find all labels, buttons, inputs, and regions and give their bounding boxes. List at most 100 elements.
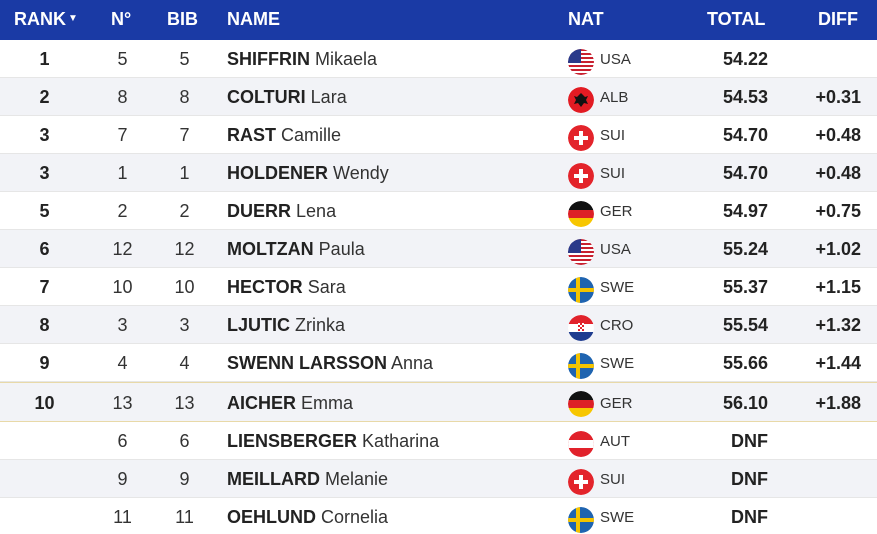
- table-row[interactable]: 9 9 MEILLARD Melanie SUI DNF: [0, 460, 877, 498]
- total-column-header: TOTAL: [707, 9, 766, 29]
- athlete-first-name: Camille: [281, 125, 342, 145]
- table-row[interactable]: 8 3 3 LJUTIC Zrinka CRO 55.54 +1.32: [0, 306, 877, 344]
- bib-cell: 9: [179, 469, 190, 489]
- bib-cell: 7: [179, 125, 190, 145]
- start-number-cell: 12: [112, 239, 133, 259]
- total-time-cell: DNF: [731, 431, 768, 451]
- table-row[interactable]: 6 6 LIENSBERGER Katharina AUT DNF: [0, 422, 877, 460]
- nation-code: SUI: [600, 127, 626, 144]
- ger-flag-icon: [568, 391, 594, 417]
- athlete-name-cell[interactable]: MOLTZAN Paula: [227, 239, 365, 260]
- start-number-cell: 3: [117, 315, 128, 335]
- athlete-first-name: Melanie: [325, 469, 389, 489]
- athlete-name-cell[interactable]: OEHLUND Cornelia: [227, 507, 388, 528]
- nation-code: SWE: [600, 509, 635, 526]
- bib-cell: 13: [174, 393, 195, 413]
- nation-code: CRO: [600, 317, 634, 334]
- bib-cell: 4: [179, 353, 190, 373]
- start-number-cell: 2: [117, 201, 128, 221]
- total-time-cell: 54.53: [722, 87, 768, 107]
- nation-code: SUI: [600, 471, 626, 488]
- athlete-name-cell[interactable]: LIENSBERGER Katharina: [227, 431, 439, 452]
- bib-cell: 3: [179, 315, 190, 335]
- rank-cell: 10: [34, 393, 55, 413]
- nation-code: ALB: [600, 89, 629, 106]
- start-number-cell: 8: [117, 87, 128, 107]
- rank-cell: 9: [39, 353, 50, 373]
- athlete-first-name: Anna: [391, 353, 434, 373]
- start-number-cell: 10: [112, 277, 133, 297]
- total-time-cell: 56.10: [722, 393, 768, 413]
- nat-column-header: NAT: [568, 9, 604, 29]
- athlete-last-name: LJUTIC: [227, 315, 290, 335]
- sui-flag-icon: [568, 163, 594, 189]
- table-row[interactable]: 3 7 7 RAST Camille SUI 54.70 +0.48: [0, 116, 877, 154]
- athlete-name-cell[interactable]: MEILLARD Melanie: [227, 469, 388, 490]
- nation-code: USA: [600, 241, 631, 258]
- ger-flag-icon: [568, 201, 594, 227]
- bib-cell: 2: [179, 201, 190, 221]
- table-row[interactable]: 5 2 2 DUERR Lena GER 54.97 +0.75: [0, 192, 877, 230]
- table-row[interactable]: 2 8 8 COLTURI Lara ALB 54.53 +0.31: [0, 78, 877, 116]
- total-time-cell: DNF: [731, 507, 768, 527]
- rank-cell: 7: [39, 277, 50, 297]
- diff-column-header: DIFF: [818, 9, 858, 29]
- athlete-last-name: COLTURI: [227, 87, 306, 107]
- no-column-header: N°: [111, 9, 132, 29]
- start-number-cell: 4: [117, 353, 128, 373]
- athlete-name-cell[interactable]: HECTOR Sara: [227, 277, 346, 298]
- athlete-name-cell[interactable]: SHIFFRIN Mikaela: [227, 49, 377, 70]
- diff-cell: +1.02: [815, 239, 861, 259]
- table-row[interactable]: 3 1 1 HOLDENER Wendy SUI 54.70 +0.48: [0, 154, 877, 192]
- athlete-name-cell[interactable]: RAST Camille: [227, 125, 341, 146]
- athlete-name-cell[interactable]: HOLDENER Wendy: [227, 163, 389, 184]
- diff-cell: +0.48: [815, 125, 861, 145]
- athlete-name-cell[interactable]: AICHER Emma: [227, 393, 353, 414]
- start-number-cell: 5: [117, 49, 128, 69]
- bib-column-header: BIB: [167, 9, 198, 29]
- start-number-cell: 7: [117, 125, 128, 145]
- table-row[interactable]: 1 5 5 SHIFFRIN Mikaela USA 54.22: [0, 40, 877, 78]
- athlete-last-name: HECTOR: [227, 277, 303, 297]
- bib-cell: 5: [179, 49, 190, 69]
- start-number-cell: 11: [113, 507, 132, 527]
- athlete-name-cell[interactable]: COLTURI Lara: [227, 87, 347, 108]
- athlete-first-name: Katharina: [362, 431, 440, 451]
- athlete-first-name: Cornelia: [321, 507, 389, 527]
- athlete-first-name: Lena: [296, 201, 337, 221]
- sui-flag-icon: [568, 125, 594, 151]
- rank-cell: 3: [39, 125, 50, 145]
- table-row[interactable]: 11 11 OEHLUND Cornelia SWE DNF: [0, 498, 877, 534]
- bib-cell: 6: [179, 431, 190, 451]
- athlete-first-name: Lara: [310, 87, 347, 107]
- rank-column-header[interactable]: RANK ▼: [14, 9, 78, 29]
- athlete-name-cell[interactable]: LJUTIC Zrinka: [227, 315, 345, 336]
- rank-cell: 6: [39, 239, 50, 259]
- total-time-cell: 55.54: [722, 315, 768, 335]
- diff-cell: +1.32: [815, 315, 861, 335]
- total-time-cell: 54.97: [722, 201, 768, 221]
- table-row[interactable]: 9 4 4 SWENN LARSSON Anna SWE 55.66 +1.44: [0, 344, 877, 382]
- total-time-cell: 55.24: [722, 239, 768, 259]
- nation-code: SWE: [600, 279, 635, 296]
- athlete-first-name: Paula: [318, 239, 365, 259]
- athlete-first-name: Wendy: [333, 163, 389, 183]
- name-column-header: NAME: [227, 9, 280, 29]
- table-row[interactable]: 7 10 10 HECTOR Sara SWE 55.37 +1.15: [0, 268, 877, 306]
- swe-flag-icon: [568, 277, 594, 303]
- athlete-last-name: MOLTZAN: [227, 239, 314, 259]
- athlete-first-name: Mikaela: [315, 49, 378, 69]
- athlete-name-cell[interactable]: SWENN LARSSON Anna: [227, 353, 433, 374]
- table-row[interactable]: 10 13 13 AICHER Emma GER 56.10 +1.88: [0, 382, 877, 422]
- diff-cell: +0.48: [815, 163, 861, 183]
- swe-flag-icon: [568, 353, 594, 379]
- athlete-name-cell[interactable]: DUERR Lena: [227, 201, 336, 222]
- total-time-cell: 54.22: [722, 49, 768, 69]
- bib-cell: 12: [174, 239, 195, 259]
- usa-flag-icon: [568, 49, 594, 75]
- bib-cell: 1: [179, 163, 190, 183]
- table-row[interactable]: 6 12 12 MOLTZAN Paula USA 55.24 +1.02: [0, 230, 877, 268]
- athlete-last-name: LIENSBERGER: [227, 431, 358, 451]
- nation-code: GER: [600, 395, 633, 412]
- rank-cell: 5: [39, 201, 50, 221]
